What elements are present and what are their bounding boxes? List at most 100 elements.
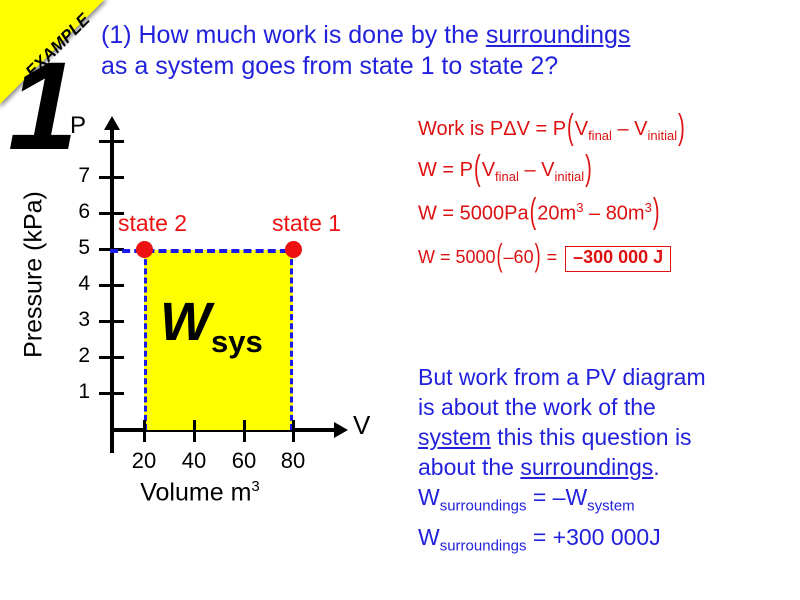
eq3-t1-sup: 3 [576,199,584,215]
notes-line4-underlined: surroundings [520,454,654,480]
state-1-point[interactable] [285,241,302,258]
y-tick-6 [99,212,124,215]
eq4-lead: W = 5000 [418,247,496,268]
eq2-v2-base: V [541,159,555,182]
example-number: 1 [8,37,78,176]
eq1-v1-sub: final [588,128,612,143]
isobaric-process-line [110,249,300,253]
eq2-v2-sub: initial [554,169,585,185]
eq3-lead: W = 5000Pa [418,202,529,225]
eq1-v2-sub: initial [647,128,678,143]
eq1-minus: – [611,118,635,140]
equation-line-3: W = 5000Pa(20m3 – 80m3) [418,193,793,232]
w-surroundings-equation-2: Wsurroundings = +300 000J [418,522,798,562]
eq3-t2-base: 80m [605,202,645,225]
answer-box: –300 000 J [565,246,672,273]
eq2-v1-base: V [481,159,496,182]
notes-line3-underlined: system [418,424,491,450]
notes-line-1: But work from a PV diagram [418,364,706,390]
title-line1-prefix: (1) How much work is done by the [101,21,486,49]
eq3-close-paren: ) [652,193,660,232]
notes-line3-rest: this this question is [490,424,692,450]
w2-base: W [418,523,440,550]
eq1-v1-base: V [574,118,589,140]
w1-rest: = –W [526,484,588,510]
eq2-lead: W = P [418,159,474,182]
eq2-open-paren: ( [474,150,481,189]
eq1-close-paren: ) [678,108,685,148]
eq3-open-paren: ( [529,193,537,232]
state-1-label: state 1 [272,210,342,236]
eq2-minus: – [518,159,542,182]
x-tick-label-20: 20 [131,448,157,473]
y-tick-label-5: 5 [78,236,90,259]
y-tick-2 [99,356,124,359]
x-tick-label-40: 40 [181,448,207,473]
eq2-v1-sub: final [495,169,519,185]
x-tick-40 [193,420,196,442]
work-area-rectangle [144,250,293,430]
y-tick-label-3: 3 [78,308,90,331]
y-tick-label-2: 2 [78,344,90,367]
y-tick-label-4: 4 [78,272,90,295]
w2-sub: surroundings [439,537,527,555]
x-tick-label-80: 80 [280,448,306,473]
eq1-v2-base: V [634,118,648,140]
w2-rest: = +300 000J [526,523,661,550]
state-2-point[interactable] [136,241,153,258]
eq1-v: V = P [516,118,567,140]
equation-line-1: Work is PΔV = P(Vfinal – Vinitial) [418,109,793,148]
notes-line4-prefix: about the [418,454,521,480]
x-axis-arrow-icon [334,422,348,438]
eq4-close-paren: ) [534,238,541,274]
notes-line-4: about the surroundings. [418,452,798,482]
work-area-label-base: W [160,292,211,352]
w1-sub2: system [587,497,635,515]
eq4-open-paren: ( [496,238,503,274]
y-tick-1 [99,392,124,395]
x-axis-symbol: V [353,410,371,440]
eq1-open-paren: ( [567,108,574,148]
work-area-label: Wsys [160,295,263,357]
x-axis-line [110,428,340,432]
x-tick-20 [143,420,146,442]
notes-line4-suffix: . [653,454,660,480]
y-tick-7 [99,176,124,179]
w1-base: W [418,484,440,510]
x-axis-title-base: Volume m [140,478,252,507]
notes-line-2: is about the work of the [418,394,656,420]
equation-line-4: W = 5000(–60) = –300 000 J [418,238,793,273]
eq3-t1-base: 20m [537,202,577,225]
eq1-delta: Δ [503,118,517,140]
eq4-equals: = [541,247,563,268]
x-axis-title-exponent: 3 [251,478,260,495]
x-tick-60 [243,420,246,442]
y-tick-3 [99,320,124,323]
state-2-label: state 2 [118,210,188,236]
w1-sub: surroundings [439,497,527,515]
equation-block: Work is PΔV = P(Vfinal – Vinitial) W = P… [418,109,793,288]
work-area-label-sub: sys [210,323,263,359]
equation-line-2: W = P(Vfinal – Vinitial) [418,150,793,189]
title-line1-underlined: surroundings [485,21,631,49]
y-axis-title: Pressure (kPa) [19,191,48,358]
title-line2: as a system goes from state 1 to state 2… [101,52,559,80]
y-tick-label-1: 1 [78,380,90,403]
w-surroundings-equation-1: Wsurroundings = –Wsystem [418,482,798,522]
y-tick-4 [99,284,124,287]
y-tick-label-6: 6 [78,200,90,223]
eq1-lead: Work is P [418,118,504,140]
notes-line-3: system this this question is [418,422,798,452]
x-tick-80 [292,420,295,442]
eq3-minus: – [583,202,606,225]
eq3-t2-sup: 3 [644,199,652,215]
eq4-value: –60 [503,247,534,268]
y-tick-label-7: 7 [78,164,90,187]
eq2-close-paren: ) [585,150,592,189]
page-title: (1) How much work is done by the surroun… [101,20,781,82]
y-axis-arrow-icon [104,116,120,130]
x-axis-title: Volume m3 [110,478,290,507]
pv-diagram: P V 7 6 5 4 3 2 1 Wsys state 2 state 1 2 [0,110,410,510]
y-tick-8 [99,140,124,143]
